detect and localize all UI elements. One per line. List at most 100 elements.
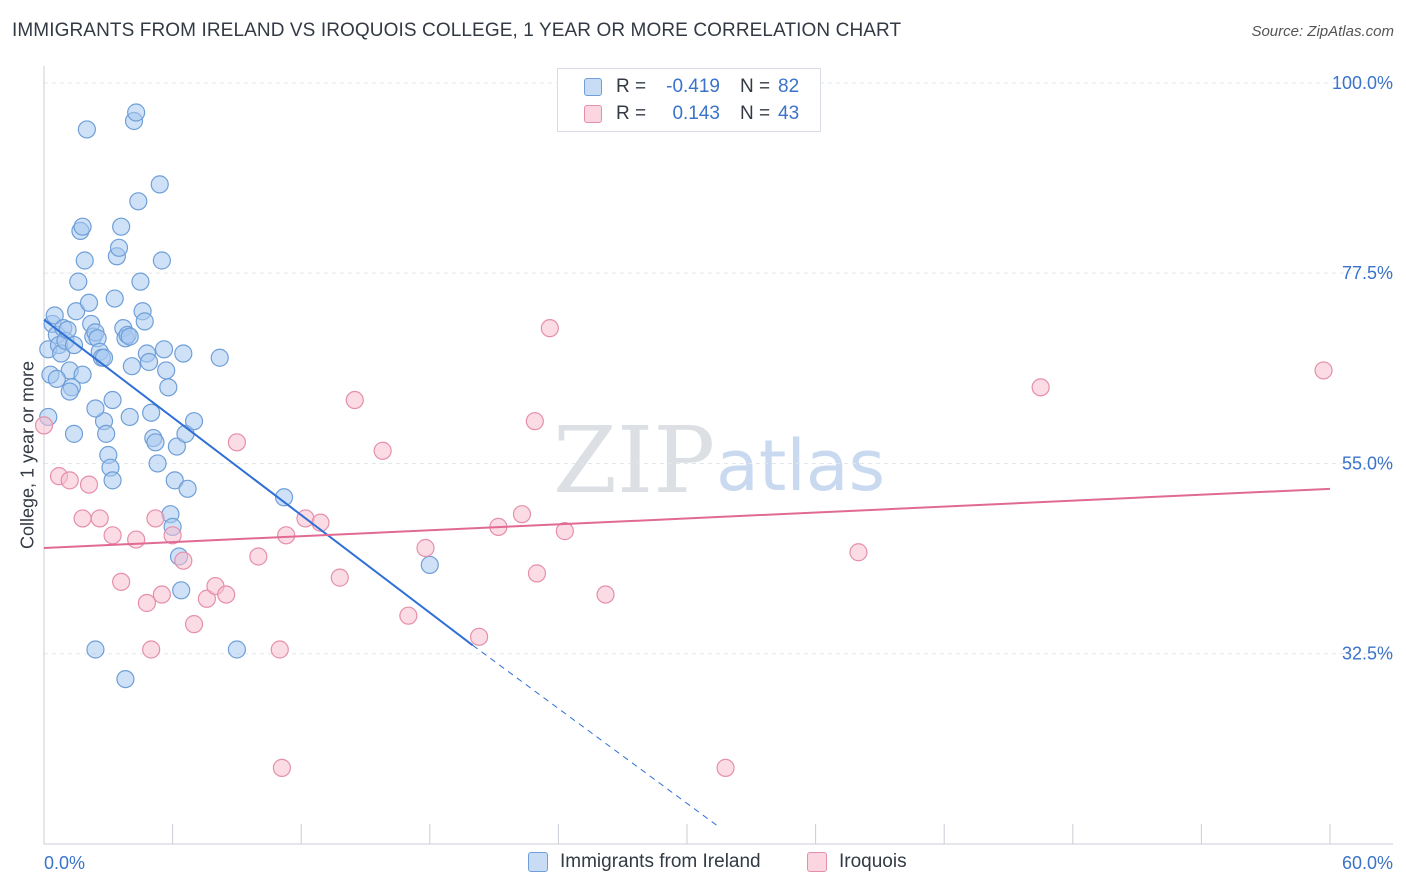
iroquois-point (512, 505, 532, 524)
iroquois-point (525, 412, 544, 431)
iroquois-point (277, 526, 296, 545)
ireland-point (154, 340, 174, 359)
ireland-point (178, 479, 197, 498)
legend-swatch-ireland (584, 78, 602, 96)
ireland-point (172, 581, 191, 600)
iroquois-point (227, 433, 246, 452)
ireland-point (97, 424, 116, 443)
ireland-point (127, 103, 146, 122)
ireland-point (112, 217, 131, 236)
ireland-point (79, 293, 99, 312)
iroquois-point (555, 522, 574, 541)
iroquois-point (146, 509, 165, 528)
iroquois-point (60, 471, 79, 490)
ireland-point (64, 335, 84, 355)
ireland-point (148, 454, 167, 473)
y-tick-label: 77.5% (1342, 263, 1393, 283)
iroquois-point (540, 319, 559, 338)
ireland-point (142, 403, 161, 422)
ireland-point (131, 272, 150, 291)
iroquois-point (217, 585, 236, 604)
ireland-point (86, 399, 105, 418)
ireland-point (64, 424, 84, 443)
ireland-point (129, 192, 148, 211)
ireland-point (69, 272, 88, 291)
series-swatch-iroquois (807, 852, 827, 872)
source-credit: Source: ZipAtlas.com (1251, 23, 1394, 40)
iroquois-point (142, 640, 161, 659)
ireland-point (159, 378, 178, 397)
ireland-point (157, 361, 176, 380)
legend-n-label: N = (740, 103, 771, 124)
legend-row-iroquois: R = 0.143 N = 43 (584, 102, 799, 126)
iroquois-point (270, 640, 289, 659)
iroquois-point (416, 538, 435, 558)
ireland-point (105, 289, 124, 308)
iroquois-point (103, 526, 122, 545)
legend-r-value: -0.419 (666, 76, 720, 97)
series-legend-iroquois: Iroquois (807, 851, 907, 873)
stats-legend: R = -0.419 N = 82 R = 0.143 N = 43 (557, 68, 821, 132)
ireland-point (75, 251, 94, 270)
x-tick-label: 0.0% (44, 853, 85, 873)
ireland-point (274, 488, 294, 507)
y-tick-label: 55.0% (1342, 453, 1393, 473)
iroquois-point (197, 589, 216, 608)
iroquois-point (330, 568, 349, 587)
ireland-point (146, 433, 165, 452)
iroquois-trend-line (43, 487, 1331, 550)
iroquois-point (527, 564, 547, 583)
legend-r-label: R = (616, 76, 647, 97)
y-tick-label: 100.0% (1332, 73, 1393, 93)
iroquois-point (272, 758, 292, 777)
iroquois-point (716, 758, 735, 777)
iroquois-point (137, 593, 156, 613)
ireland-point (103, 471, 122, 490)
ireland-point (135, 312, 154, 331)
legend-swatch-iroquois (584, 105, 602, 123)
iroquois-point (152, 585, 171, 604)
ireland-point (184, 412, 204, 431)
ireland-point (77, 120, 96, 139)
ireland-point (150, 175, 169, 194)
x-tick-label: 60.0% (1342, 853, 1393, 873)
ireland-trend-extension (472, 644, 720, 828)
ireland-point (86, 640, 105, 659)
ireland-point (67, 302, 86, 321)
series-swatch-ireland (528, 852, 548, 872)
ireland-point (174, 344, 193, 363)
watermark-atlas: atlas (716, 425, 885, 507)
ireland-point (167, 437, 186, 456)
ireland-point (45, 306, 64, 325)
ireland-point (120, 407, 139, 427)
iroquois-point (1031, 378, 1050, 397)
iroquois-point (73, 509, 92, 528)
iroquois-point (34, 416, 54, 435)
legend-n-value: 43 (778, 103, 800, 124)
ireland-point (73, 217, 92, 236)
ireland-point (165, 471, 184, 490)
iroquois-point (399, 606, 418, 625)
iroquois-point (112, 572, 131, 591)
series-label-ireland: Immigrants from Ireland (560, 851, 761, 872)
legend-n-label: N = (740, 76, 771, 97)
ireland-point (227, 640, 246, 659)
legend-n-value: 82 (778, 76, 800, 97)
ireland-point (58, 320, 77, 339)
series-label-iroquois: Iroquois (839, 851, 907, 872)
ireland-point (210, 348, 229, 367)
iroquois-point (849, 543, 868, 562)
iroquois-point (345, 390, 364, 410)
y-tick-label: 32.5% (1342, 644, 1393, 664)
ireland-point (120, 327, 139, 346)
legend-r-label: R = (616, 103, 647, 124)
iroquois-point (127, 530, 146, 549)
iroquois-point (1314, 361, 1333, 380)
iroquois-point (373, 441, 392, 460)
ireland-point (152, 251, 171, 270)
ireland-point (47, 369, 66, 388)
ireland-point (73, 365, 92, 384)
ireland-point (60, 382, 79, 401)
iroquois-point (163, 526, 182, 545)
